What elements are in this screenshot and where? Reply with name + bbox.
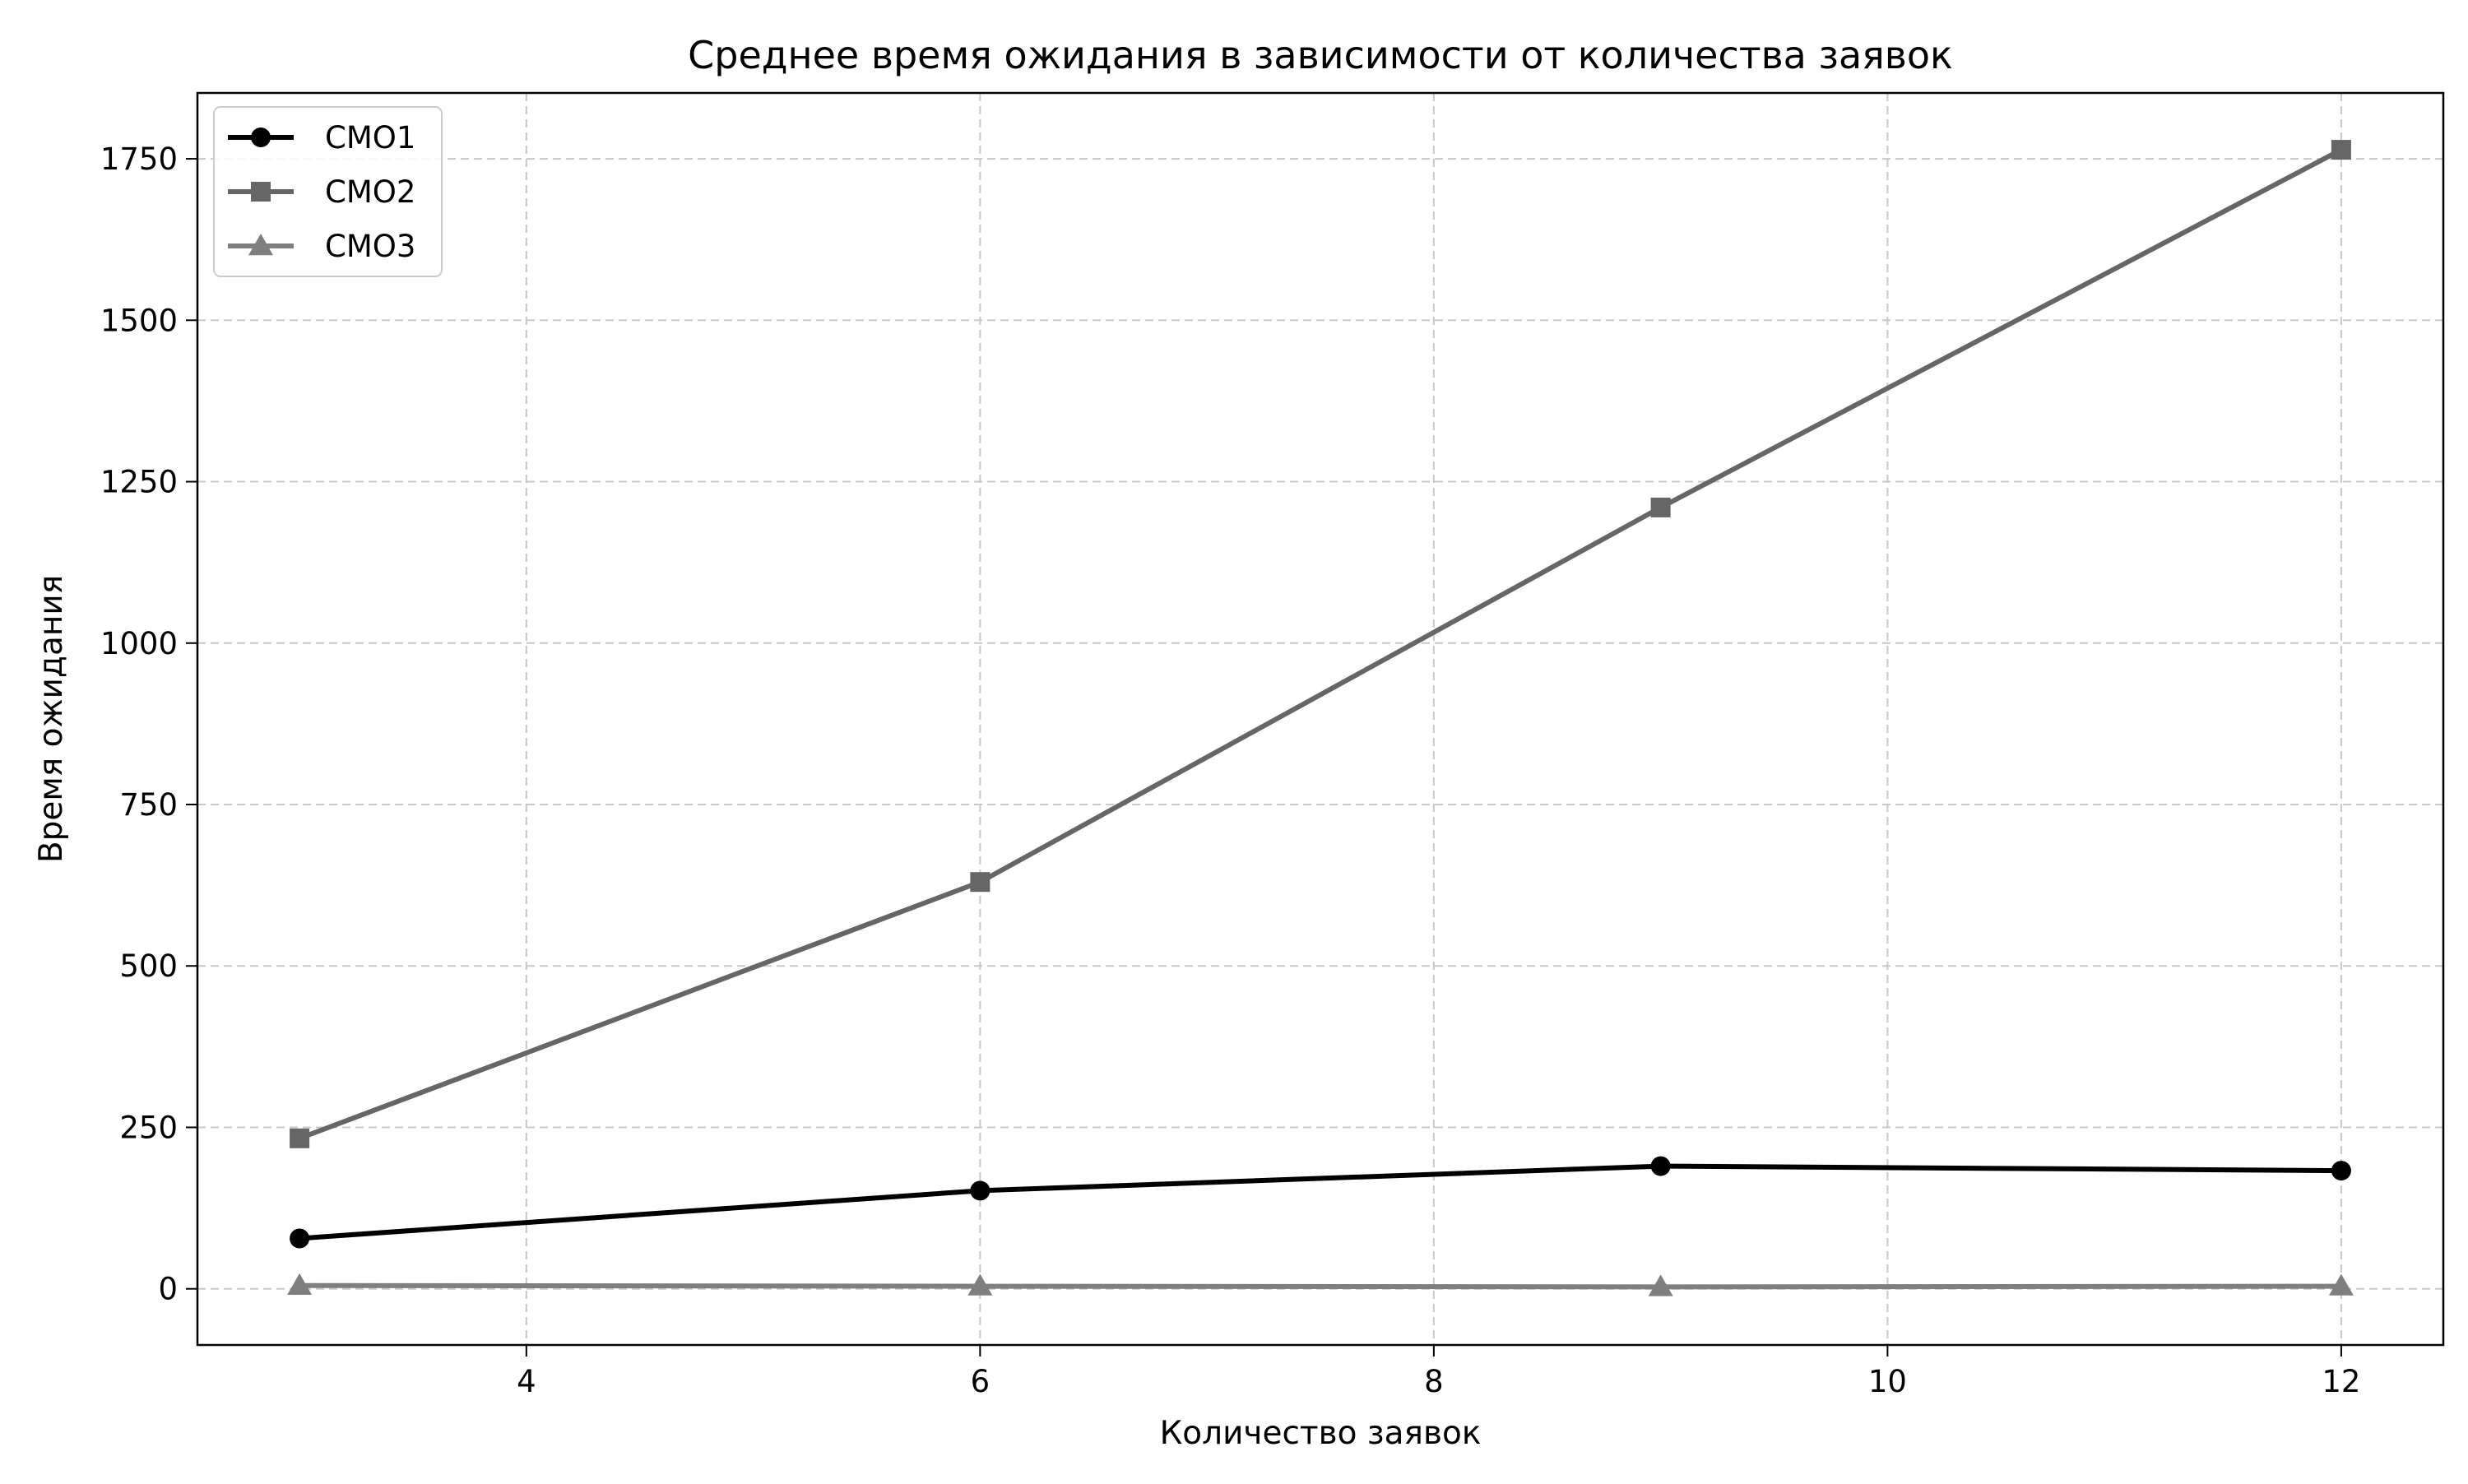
legend-box xyxy=(213,106,443,277)
y-tick-label: 750 xyxy=(119,787,178,823)
legend-marker xyxy=(251,128,271,147)
x-tick-label: 12 xyxy=(2322,1364,2360,1399)
series-3-point xyxy=(2328,1273,2354,1296)
series-3 xyxy=(287,1273,2354,1296)
y-tick-label: 1750 xyxy=(100,141,178,177)
legend-label: СМО3 xyxy=(325,229,415,264)
axis-ticks: 4 6 8 10 12 0 250 500 750 1000 1250 1500 1750 xyxy=(100,141,2361,1399)
series-3-point xyxy=(967,1273,993,1296)
plot-frame xyxy=(196,91,2445,1347)
series-2-point xyxy=(1650,497,1671,517)
y-axis-title: Время ожидания xyxy=(33,575,70,863)
legend-marker xyxy=(251,182,271,202)
series-1-point xyxy=(970,1180,990,1201)
y-tick-label: 0 xyxy=(158,1272,178,1307)
legend-label: СМО1 xyxy=(325,120,415,155)
series-1-line xyxy=(297,1163,2344,1241)
y-tick-label: 1500 xyxy=(100,303,178,338)
series-1-point xyxy=(290,1228,310,1249)
series-2-point xyxy=(2331,140,2351,160)
x-tick-label: 6 xyxy=(971,1364,990,1399)
series-3-line xyxy=(297,1282,2344,1290)
x-axis-title: Количество заявок xyxy=(1160,1415,1482,1452)
legend-marker xyxy=(248,234,273,256)
series-2-line xyxy=(297,147,2344,1141)
series-1-point xyxy=(2331,1161,2351,1181)
series-1-point xyxy=(1650,1156,1671,1176)
chart-title: Среднее время ожидания в зависимости от … xyxy=(688,33,1953,77)
legend-entry: СМО2 xyxy=(228,174,415,210)
legend-label: СМО2 xyxy=(325,174,415,210)
x-tick-label: 8 xyxy=(1424,1364,1444,1399)
x-tick-label: 10 xyxy=(1868,1364,1907,1399)
legend: СМО1 СМО2 СМО3 xyxy=(213,106,443,277)
series-3-point xyxy=(1648,1274,1673,1296)
series-2-point xyxy=(290,1128,310,1148)
legend-entry: СМО3 xyxy=(228,229,415,264)
series-1 xyxy=(290,1156,2351,1249)
x-tick-label: 4 xyxy=(517,1364,536,1399)
y-tick-label: 1250 xyxy=(100,465,178,500)
series-2-point xyxy=(970,872,990,893)
legend-entry: СМО1 xyxy=(228,120,415,155)
series-layer xyxy=(287,140,2354,1296)
y-tick-label: 1000 xyxy=(100,626,178,661)
grid xyxy=(197,93,2443,1345)
series-2 xyxy=(290,140,2351,1148)
series-3-point xyxy=(287,1273,313,1295)
y-tick-label: 500 xyxy=(119,948,178,984)
y-tick-label: 250 xyxy=(119,1110,178,1145)
